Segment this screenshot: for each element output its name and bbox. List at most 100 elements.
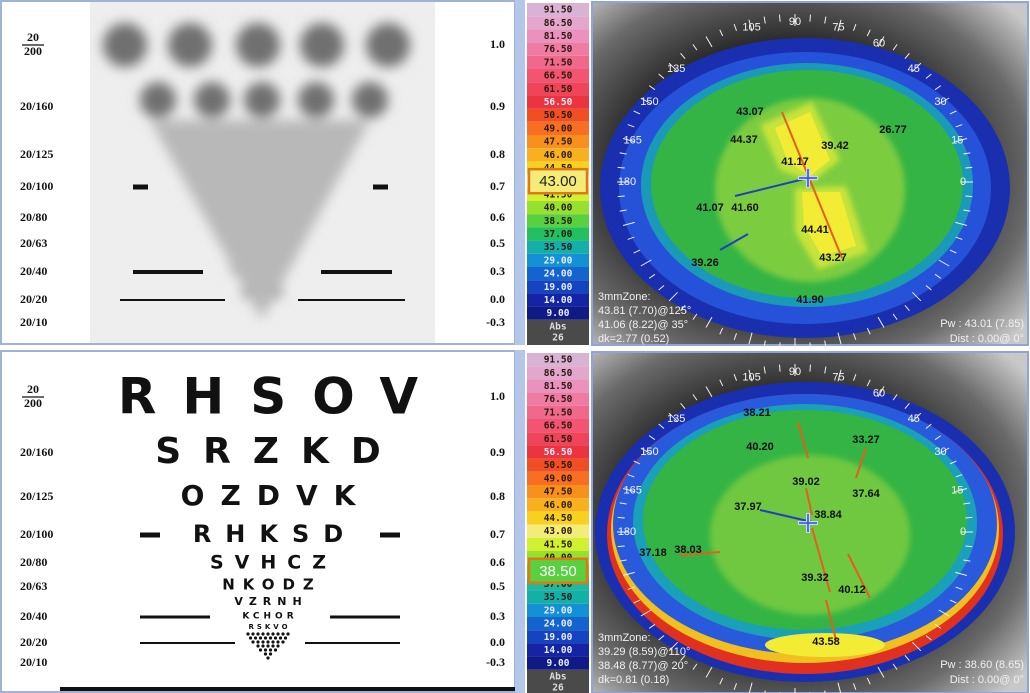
dot <box>246 632 250 636</box>
rim-tick <box>912 412 922 423</box>
scale-step <box>527 69 589 83</box>
scale-label: 14.00 <box>544 295 573 306</box>
panel: 2020020/16020/12520/10020/8020/6320/4020… <box>0 0 1029 350</box>
scale-step-size: 26 <box>552 682 564 693</box>
scale-step <box>527 524 589 538</box>
scale-label: 40.00 <box>544 203 573 214</box>
axis-line <box>811 527 831 593</box>
angle-label: 90 <box>789 366 801 378</box>
rim-tick <box>705 316 713 328</box>
snellen-label: 20/100 <box>20 527 53 541</box>
rim-tick <box>627 124 635 128</box>
rim-tick <box>853 23 857 31</box>
zone-line: dk=0.81 (0.18) <box>598 674 669 686</box>
rim-tick <box>763 16 766 24</box>
dot <box>271 644 275 648</box>
dot <box>261 640 265 644</box>
rim-tick <box>904 655 910 662</box>
rim-tick <box>949 249 957 254</box>
scale-step <box>527 498 589 512</box>
rim-tick <box>733 373 737 381</box>
rim-tick <box>778 342 781 350</box>
snellen-label: 20/10 <box>20 315 47 329</box>
rim-tick <box>622 138 635 143</box>
scale-label: 50.50 <box>544 110 573 121</box>
scale-label: 9.00 <box>547 308 570 319</box>
scale-label: 50.50 <box>544 460 573 471</box>
rim-tick <box>733 683 737 691</box>
scale-label: 49.00 <box>544 473 573 484</box>
scale-step <box>527 240 589 254</box>
rim-tick <box>877 36 885 48</box>
rim-tick <box>955 586 963 590</box>
angle-label: 135 <box>667 413 685 425</box>
scale-highlight-value: 43.00 <box>539 173 577 190</box>
rim-tick <box>627 236 635 240</box>
dot <box>258 648 263 652</box>
rim-tick <box>965 166 973 169</box>
scale-label: 86.50 <box>544 18 573 29</box>
rim-tick <box>668 291 678 302</box>
rim-tick <box>963 502 971 505</box>
scale-label: 37.00 <box>544 229 573 240</box>
logmar-label: 0.7 <box>490 179 505 193</box>
logmar-label: 1.0 <box>490 389 505 403</box>
scale-label: 19.00 <box>544 632 573 643</box>
rim-tick <box>955 474 963 478</box>
rim-tick <box>648 85 656 91</box>
rim-tick <box>640 259 652 267</box>
rim-tick <box>892 663 898 670</box>
rim-tick <box>748 19 753 32</box>
rim-tick <box>658 423 665 429</box>
scale-step <box>527 121 589 135</box>
rim-tick <box>648 623 656 629</box>
dot <box>261 632 265 636</box>
snellen-label: 20/160 <box>20 99 53 113</box>
rim-tick <box>963 559 971 562</box>
snellen-label: 20/160 <box>20 445 53 459</box>
optotype-row: RSKVO <box>248 623 290 631</box>
scale-step <box>527 306 589 320</box>
rim-tick <box>892 44 898 51</box>
rim-tick <box>719 327 724 335</box>
rim-tick <box>877 316 885 328</box>
rim-tick <box>619 209 627 212</box>
rim-tick <box>692 394 698 401</box>
rim-tick <box>763 340 766 348</box>
optotype-row: SVHCZ <box>210 552 337 574</box>
rim-tick <box>965 195 973 198</box>
angle-label: 180 <box>618 176 636 188</box>
dot <box>256 644 260 648</box>
rim-tick <box>617 195 625 198</box>
reading: 38.84 <box>814 509 842 521</box>
rim-tick <box>680 52 686 59</box>
angle-label: 135 <box>667 63 685 75</box>
scale-step-size: 26 <box>552 332 564 343</box>
rim-tick <box>938 447 950 455</box>
rim-tick <box>949 460 957 465</box>
angle-label: 105 <box>742 371 760 383</box>
angle-label: 60 <box>873 37 885 49</box>
scale-label: 43.00 <box>544 526 573 537</box>
rim-tick <box>705 36 713 48</box>
zone-title: 3mmZone: <box>598 632 651 644</box>
scale-label: 66.50 <box>544 71 573 82</box>
scale-label: 38.50 <box>544 216 573 227</box>
scale-step <box>527 148 589 162</box>
reading: 44.37 <box>730 134 758 146</box>
rim-tick <box>949 599 957 604</box>
rim-tick <box>824 690 826 693</box>
snellen-label: 20/20 <box>20 635 47 649</box>
reading: 41.17 <box>781 156 809 168</box>
scale-highlight <box>527 557 589 585</box>
angle-label: 0 <box>960 526 966 538</box>
zone-line: dk=2.77 (0.52) <box>598 333 669 345</box>
rim-tick <box>853 373 857 381</box>
blur-wedge <box>150 120 370 320</box>
dist-value: Dist : 0.00@ 0° <box>950 333 1024 345</box>
scale-highlight <box>527 167 589 195</box>
logmar-label: 0.6 <box>490 555 505 569</box>
axis-line <box>719 233 749 251</box>
scale-label: 49.00 <box>544 123 573 134</box>
